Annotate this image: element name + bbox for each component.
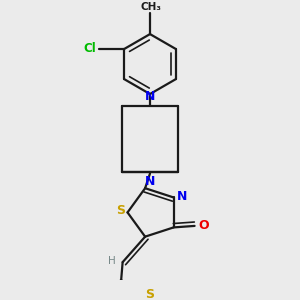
Text: N: N — [145, 175, 155, 188]
Text: S: S — [116, 204, 125, 218]
Text: H: H — [108, 256, 116, 266]
Text: N: N — [177, 190, 188, 203]
Text: N: N — [145, 90, 155, 103]
Text: S: S — [146, 288, 154, 300]
Text: CH₃: CH₃ — [140, 2, 161, 12]
Text: Cl: Cl — [83, 42, 96, 55]
Text: O: O — [199, 219, 209, 232]
